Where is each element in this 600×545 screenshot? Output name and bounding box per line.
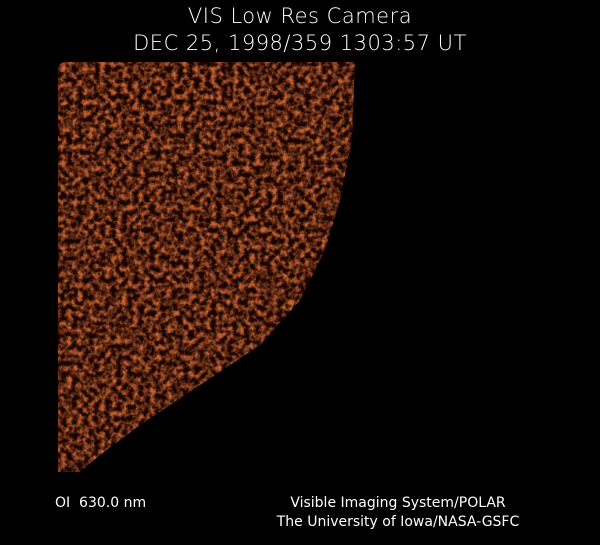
filter-label: OI 630.0 nm xyxy=(55,495,146,511)
title: VIS Low Res Camera xyxy=(188,4,412,28)
credit-line: Visible Imaging System/POLAR xyxy=(290,495,506,511)
timestamp: DEC 25, 1998/359 1303:57 UT xyxy=(133,31,467,55)
credit-line: The University of Iowa/NASA-GSFC xyxy=(276,514,520,530)
